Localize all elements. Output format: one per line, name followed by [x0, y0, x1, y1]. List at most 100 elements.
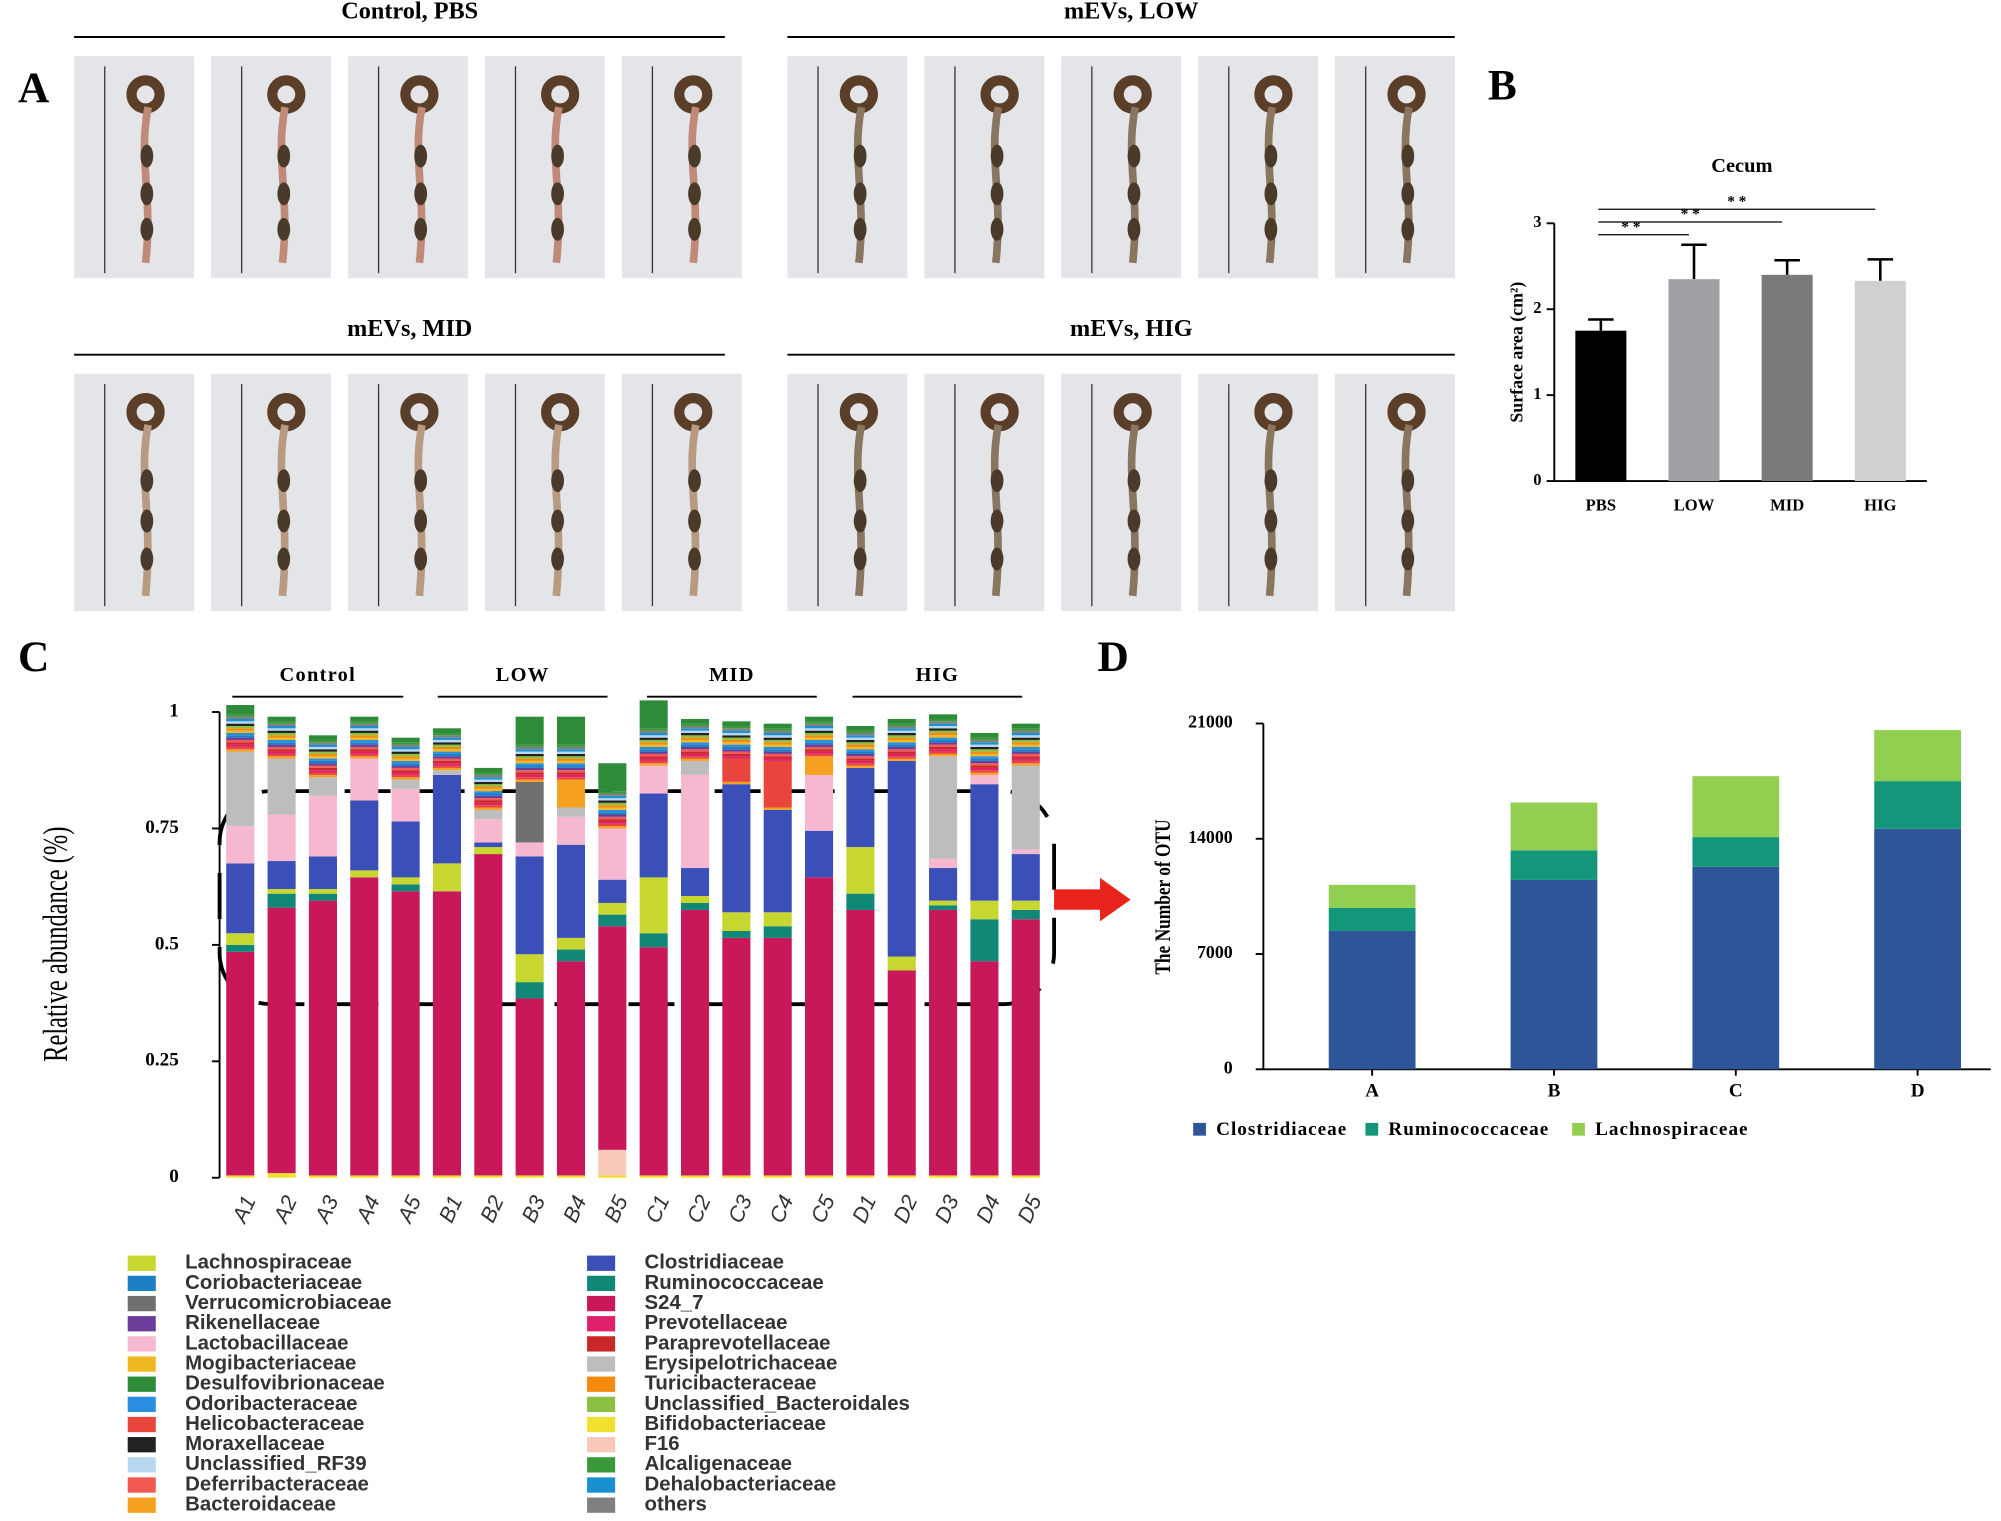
bar-segment: [267, 1173, 296, 1178]
pellet: [1127, 144, 1141, 168]
bar-segment: [267, 739, 296, 743]
bar-segment: [350, 730, 379, 733]
bar-segment: [598, 879, 627, 903]
bar-segment: [846, 744, 875, 747]
bar-segment: [474, 798, 503, 801]
legend-label: Lactobacillaceae: [185, 1332, 348, 1354]
bar-segment: [598, 821, 627, 824]
legend-label: Clostridiaceae: [644, 1252, 784, 1274]
bar-segment: [722, 742, 751, 745]
bar-segment: [226, 744, 255, 747]
bar-segment: [515, 770, 544, 773]
bar-segment: [350, 725, 379, 729]
pellet: [1264, 509, 1278, 533]
bar-segment: [722, 728, 751, 731]
bar-segment: [391, 877, 420, 885]
bar-segment: [267, 861, 296, 889]
legend-label: S24_7: [644, 1292, 703, 1314]
legend-label: Odoribacteraceae: [185, 1393, 357, 1415]
bar-segment: [391, 751, 420, 754]
bar-segment: [226, 737, 255, 740]
bar-segment: [556, 756, 586, 759]
bar-segment: [639, 753, 668, 757]
bar-segment: [929, 744, 958, 747]
bar: [1575, 330, 1627, 482]
bar-segment: [639, 756, 668, 759]
bar-segment: [432, 753, 462, 757]
bar-segment: [267, 716, 296, 722]
bar-segment: [308, 900, 337, 1176]
legend-label: Erysipelotrichaceae: [644, 1352, 837, 1374]
bar-segment: [308, 735, 337, 740]
bar-segment: [474, 791, 503, 794]
bar-segment: [350, 739, 379, 743]
bar-segment: [929, 732, 958, 736]
bar-segment: [970, 742, 999, 745]
bar-segment: [432, 774, 462, 864]
bar-segment: [805, 721, 834, 724]
legend-label: Prevotellaceae: [644, 1312, 787, 1334]
pellet: [1264, 144, 1278, 168]
bar-segment: [887, 749, 916, 752]
bar-segment: [267, 888, 296, 894]
bar-segment: [846, 751, 875, 754]
pellet: [990, 547, 1004, 571]
bar-segment: [391, 891, 420, 1176]
bar-segment: [639, 749, 668, 752]
legend-swatch: [587, 1497, 616, 1513]
bar-segment: [515, 954, 544, 983]
bar-segment: [722, 912, 751, 931]
pellet: [1264, 547, 1278, 571]
bar-segment: [887, 728, 916, 731]
bar-segment: [474, 767, 503, 773]
bar-segment: [432, 751, 462, 754]
x-tick-label: C5: [805, 1190, 840, 1227]
bar-segment: [639, 742, 668, 745]
significance-label: * *: [1727, 193, 1746, 210]
legend-label: Unclassified_RF39: [185, 1453, 366, 1475]
bar-segment: [474, 795, 503, 799]
bar-segment: [267, 721, 296, 724]
bar-segment: [308, 777, 337, 796]
bar-segment: [929, 749, 958, 752]
bar-segment: [391, 763, 420, 766]
bar-segment: [556, 746, 586, 750]
bar-segment: [763, 728, 792, 731]
bar-segment: [556, 777, 586, 780]
bar-segment: [556, 716, 586, 745]
bar-segment: [1510, 850, 1598, 880]
pellet: [853, 217, 867, 241]
legend-label: Verrucomicrobiaceae: [185, 1292, 391, 1314]
bar-segment: [226, 735, 255, 738]
bar-segment: [763, 744, 792, 747]
pellet: [1264, 182, 1278, 206]
bar-segment: [598, 816, 627, 820]
panel-label: C: [18, 633, 49, 681]
bar-segment: [722, 937, 751, 1176]
bar-segment: [722, 744, 751, 747]
bar-segment: [846, 732, 875, 736]
bar-segment: [556, 763, 586, 766]
bar-segment: [226, 730, 255, 733]
bar-segment: [929, 725, 958, 729]
bar-segment: [846, 909, 875, 1176]
bar-segment: [680, 760, 710, 775]
bar-segment: [598, 1149, 627, 1176]
bar-segment: [887, 756, 916, 759]
bar-segment: [515, 753, 544, 757]
bar-segment: [970, 737, 999, 740]
x-tick-label: B5: [599, 1191, 633, 1226]
bar-segment: [929, 756, 958, 859]
bar-segment: [432, 891, 462, 1176]
bar-segment: [639, 732, 668, 736]
bar-segment: [391, 758, 420, 761]
bar-segment: [846, 753, 875, 757]
legend-swatch: [587, 1437, 616, 1453]
bar-segment: [308, 795, 337, 857]
colon: [1127, 106, 1140, 264]
bar-segment: [556, 760, 586, 764]
bar-segment: [267, 814, 296, 862]
significance-label: * *: [1621, 219, 1640, 236]
pellet: [277, 469, 291, 493]
bar-segment: [929, 753, 958, 757]
